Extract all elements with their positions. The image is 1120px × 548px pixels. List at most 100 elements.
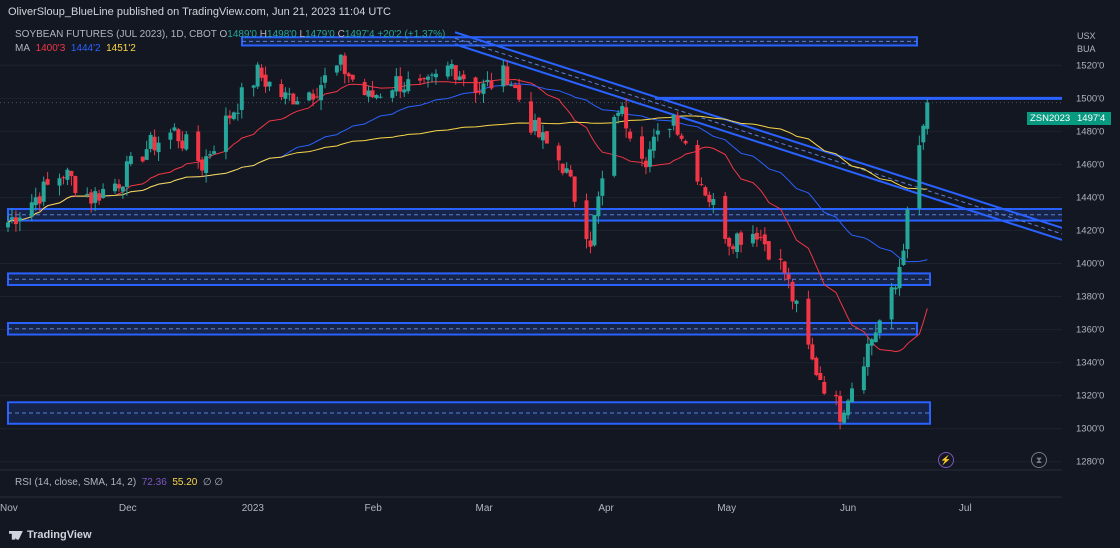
- candle-down: [766, 241, 771, 260]
- candle-down: [489, 80, 494, 89]
- candle-down: [639, 136, 644, 159]
- candle-up: [9, 217, 14, 220]
- candle-down: [362, 82, 367, 96]
- candle-down: [200, 159, 205, 171]
- time-tick-label: Jul: [959, 503, 972, 514]
- candle-up: [877, 320, 882, 333]
- candle-down: [584, 200, 589, 240]
- change-value: +20'2 (+1.37%): [377, 29, 446, 40]
- candle-down: [13, 217, 18, 225]
- candle-down: [45, 179, 50, 185]
- candle-down: [679, 135, 684, 139]
- candle-down: [675, 115, 680, 135]
- candle-down: [806, 298, 811, 345]
- price-tick-label: 1460'0: [1076, 159, 1104, 170]
- candle-down: [786, 274, 791, 280]
- candle-down: [818, 372, 823, 381]
- time-tick-label: Dec: [119, 503, 137, 514]
- candle-up: [612, 116, 617, 176]
- candle-up: [17, 217, 22, 222]
- ma-row: MA 1400'3 1444'2 1451'2: [15, 42, 445, 56]
- candle-down: [61, 177, 66, 179]
- candle-down: [291, 93, 296, 105]
- candle-up: [334, 65, 339, 73]
- candle-down: [707, 194, 712, 203]
- candle-down: [453, 65, 458, 80]
- candle-up: [112, 183, 117, 192]
- candle-down: [624, 107, 629, 129]
- currency-label[interactable]: USX BUA: [1077, 30, 1096, 56]
- candle-up: [120, 186, 125, 192]
- candle-up: [223, 115, 228, 152]
- low-value: 1479'0: [305, 29, 335, 40]
- candle-down: [97, 193, 102, 201]
- tradingview-logo[interactable]: TradingView: [9, 529, 92, 541]
- candle-up: [172, 127, 177, 131]
- candle-down: [350, 74, 355, 80]
- candle-up: [533, 120, 537, 132]
- candle-down: [762, 234, 767, 245]
- candle-up: [287, 93, 292, 95]
- candle-down: [699, 184, 704, 186]
- candle-up: [501, 65, 506, 87]
- candle-up: [378, 96, 383, 98]
- candlesticks: [6, 52, 930, 430]
- candle-up: [231, 112, 236, 120]
- candle-up: [85, 193, 90, 196]
- candle-up: [897, 266, 902, 289]
- candle-down: [643, 160, 648, 168]
- symbol-row: SOYBEAN FUTURES (JUL 2023), 1D, CBOT O14…: [15, 28, 445, 42]
- candle-up: [144, 149, 149, 160]
- candle-down: [69, 170, 74, 177]
- candle-up: [148, 134, 153, 149]
- candle-down: [346, 73, 351, 77]
- brand-name: TradingView: [27, 529, 92, 541]
- candle-down: [727, 238, 732, 247]
- candle-up: [667, 128, 672, 130]
- candle-up: [124, 161, 129, 187]
- candle-down: [517, 84, 522, 100]
- candle-up: [128, 155, 133, 164]
- candle-up: [564, 168, 569, 173]
- candle-down: [560, 163, 565, 174]
- price-tick-label: 1280'0: [1076, 457, 1104, 468]
- open-label: O: [219, 29, 228, 40]
- candle-up: [33, 197, 38, 206]
- candle-down: [140, 156, 145, 162]
- candle-down: [370, 90, 375, 98]
- hourglass-icon[interactable]: ⧗: [1031, 452, 1047, 468]
- candle-up: [449, 64, 454, 69]
- candle-up: [426, 76, 431, 80]
- candle-up: [235, 112, 240, 114]
- candle-up: [889, 287, 894, 320]
- time-tick-label: 2023: [242, 503, 265, 514]
- time-tick-label: Nov: [0, 503, 18, 514]
- candle-down: [176, 129, 181, 142]
- candle-up: [65, 169, 70, 180]
- candle-down: [315, 96, 320, 98]
- candle-up: [893, 287, 898, 290]
- tradingview-logo-icon: [9, 530, 23, 540]
- price-tick-label: 1380'0: [1076, 292, 1104, 303]
- candle-up: [29, 202, 34, 217]
- time-tick-label: Jun: [840, 503, 856, 514]
- close-label: C: [337, 29, 345, 40]
- candle-up: [794, 300, 799, 304]
- candle-up: [6, 222, 10, 228]
- price-axis-bg: [1062, 24, 1120, 470]
- price-tick-label: 1320'0: [1076, 391, 1104, 402]
- candle-up: [647, 149, 652, 167]
- close-value: 1497'4: [344, 29, 375, 40]
- candle-down: [473, 77, 478, 94]
- ma-mid-line: [7, 83, 928, 263]
- candle-down: [279, 84, 284, 98]
- candle-up: [735, 233, 740, 252]
- candle-down: [568, 169, 573, 177]
- candle-up: [711, 198, 716, 205]
- lightning-icon[interactable]: ⚡: [938, 452, 954, 468]
- candle-down: [398, 76, 403, 92]
- candle-down: [778, 258, 783, 260]
- rsi-value: 72.36: [141, 477, 167, 488]
- candle-up: [184, 134, 189, 150]
